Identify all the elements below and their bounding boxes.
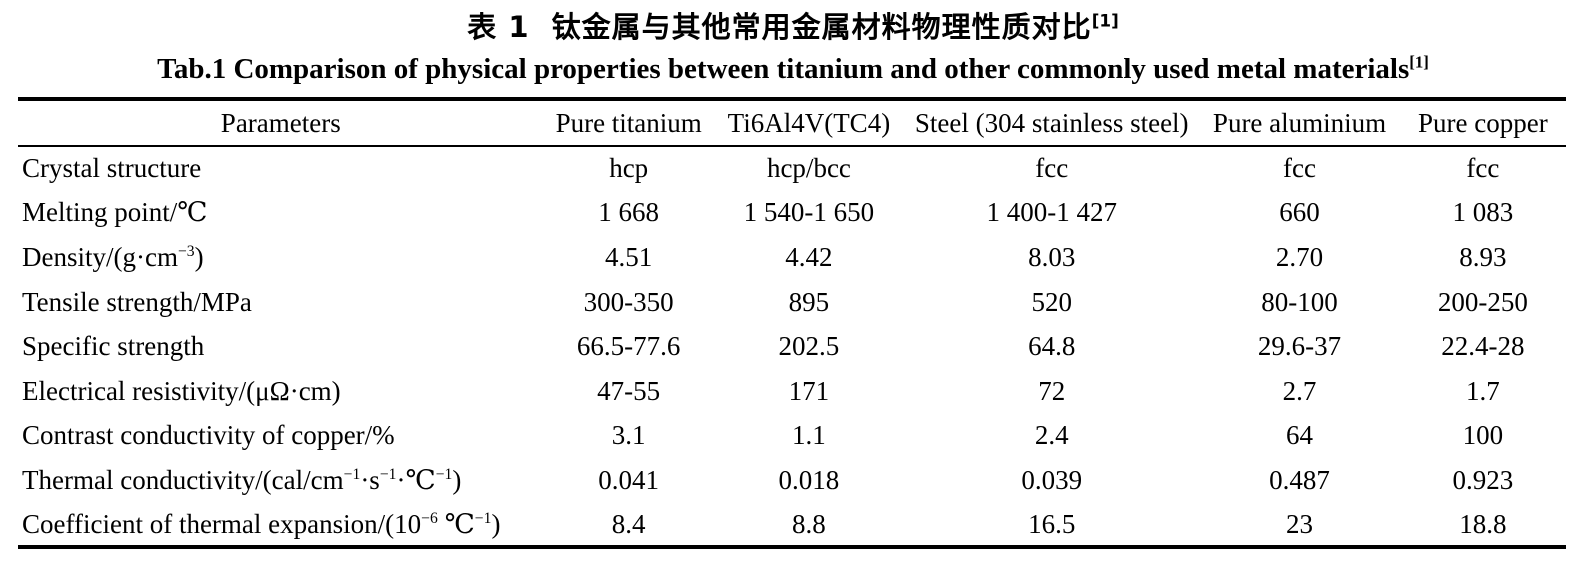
value-cell: 64 <box>1286 420 1314 451</box>
value-cell: 64.8 <box>1028 331 1076 362</box>
table-row-6: Contrast conductivity of copper/% 3.1 1.1 2… <box>18 414 1566 459</box>
value-cell: 171 <box>788 375 830 406</box>
table-caption-chinese: 表 1 钛金属与其他常用金属材料物理性质对比[1] <box>467 10 1119 44</box>
value-cell: fcc <box>1283 153 1317 184</box>
value-cell: 8.8 <box>792 508 826 539</box>
value-cell: 8.93 <box>1459 241 1507 272</box>
column-header-0: Parameters <box>220 107 341 138</box>
parameter-label: Tensile strength/MPa <box>22 286 252 317</box>
parameter-label: Melting point/℃ <box>22 197 208 228</box>
value-cell: 1.7 <box>1465 375 1500 406</box>
parameter-label: Specific strength <box>22 331 205 362</box>
value-cell: 18.8 <box>1459 508 1507 539</box>
column-header-2: Ti6Al4V(TC4) <box>727 107 891 138</box>
value-cell: 29.6-37 <box>1257 331 1342 362</box>
value-cell: fcc <box>1035 153 1069 184</box>
paper-page: 表 1 钛金属与其他常用金属材料物理性质对比[1] Tab.1 Comparis… <box>0 7 1586 562</box>
value-cell: 16.5 <box>1028 508 1076 539</box>
value-cell: 1 083 <box>1452 197 1514 228</box>
parameter-label: Contrast conductivity of copper/% <box>22 420 395 451</box>
parameter-label: Coefficient of thermal expansion/(10−6 ℃… <box>22 508 501 539</box>
value-cell: 47-55 <box>597 375 661 406</box>
value-cell: 300-350 <box>583 286 674 317</box>
parameter-label: Crystal structure <box>22 153 202 184</box>
value-cell: hcp <box>609 153 649 184</box>
table-row-3: Tensile strength/MPa 300-350 895 520 80-100 2… <box>18 280 1566 325</box>
value-cell: 520 <box>1031 286 1072 317</box>
value-cell: 2.4 <box>1034 420 1069 451</box>
value-cell: 4.42 <box>785 241 833 272</box>
value-cell: 2.7 <box>1282 375 1317 406</box>
value-cell: fcc <box>1466 153 1500 184</box>
value-cell: 8.03 <box>1028 241 1076 272</box>
value-cell: 66.5-77.6 <box>576 331 681 362</box>
column-header-1: Pure titanium <box>555 107 702 138</box>
table-row-4: Specific strength 66.5-77.6 202.5 64.8 29.6-… <box>18 324 1566 369</box>
value-cell: 23 <box>1286 508 1314 539</box>
table-row-5: Electrical resistivity/(μΩ·cm) 47-55 171 72… <box>18 369 1566 414</box>
value-cell: 2.70 <box>1275 241 1324 272</box>
value-cell: 4.51 <box>605 241 653 272</box>
table-caption-english: Tab.1 Comparison of physical properties … <box>157 52 1429 85</box>
column-header-5: Pure copper <box>1417 107 1548 138</box>
value-cell: 80-100 <box>1261 286 1338 317</box>
value-cell: 0.041 <box>598 464 660 495</box>
header-row: Parameters Pure titanium Ti6Al4V(TC4) Steel… <box>18 99 1566 146</box>
value-cell: 1 668 <box>598 197 660 228</box>
table-row-7: Thermal conductivity/(cal/cm−1·s−1·℃−1) 0… <box>18 458 1566 503</box>
value-cell: 3.1 <box>611 420 646 451</box>
table-row-8: Coefficient of thermal expansion/(10−6 ℃… <box>18 503 1566 548</box>
value-cell: 1 540-1 650 <box>743 197 875 228</box>
value-cell: 100 <box>1462 420 1504 451</box>
parameter-label: Density/(g·cm−3) <box>22 241 204 272</box>
value-cell: 202.5 <box>778 331 840 362</box>
value-cell: 200-250 <box>1437 286 1528 317</box>
value-cell: 895 <box>788 286 830 317</box>
value-cell: 1.1 <box>792 420 826 451</box>
table-row-1: Melting point/℃ 1 668 1 540-1 650 1 400-1 4… <box>18 191 1566 236</box>
value-cell: 0.923 <box>1452 464 1514 495</box>
parameter-label: Electrical resistivity/(μΩ·cm) <box>22 375 341 406</box>
value-cell: 72 <box>1038 375 1066 406</box>
table-row-2: Density/(g·cm−3) 4.51 4.42 8.03 2.70 8.93 <box>18 235 1566 280</box>
parameter-label: Thermal conductivity/(cal/cm−1·s−1·℃−1) <box>22 464 462 495</box>
value-cell: 0.039 <box>1021 464 1083 495</box>
value-cell: 660 <box>1279 197 1320 228</box>
value-cell: 1 400-1 427 <box>986 197 1117 228</box>
value-cell: 0.487 <box>1269 464 1330 495</box>
column-header-4: Pure aluminium <box>1212 107 1387 138</box>
value-cell: 8.4 <box>611 508 646 539</box>
column-header-3: Steel (304 stainless steel) <box>914 107 1189 138</box>
value-cell: 0.018 <box>778 464 840 495</box>
table-row-0: Crystal structure hcp hcp/bcc fcc fcc fcc <box>18 146 1566 191</box>
properties-table: Parameters Pure titanium Ti6Al4V(TC4) Steel… <box>18 97 1566 550</box>
value-cell: 22.4-28 <box>1441 331 1525 362</box>
value-cell: hcp/bcc <box>766 153 851 184</box>
